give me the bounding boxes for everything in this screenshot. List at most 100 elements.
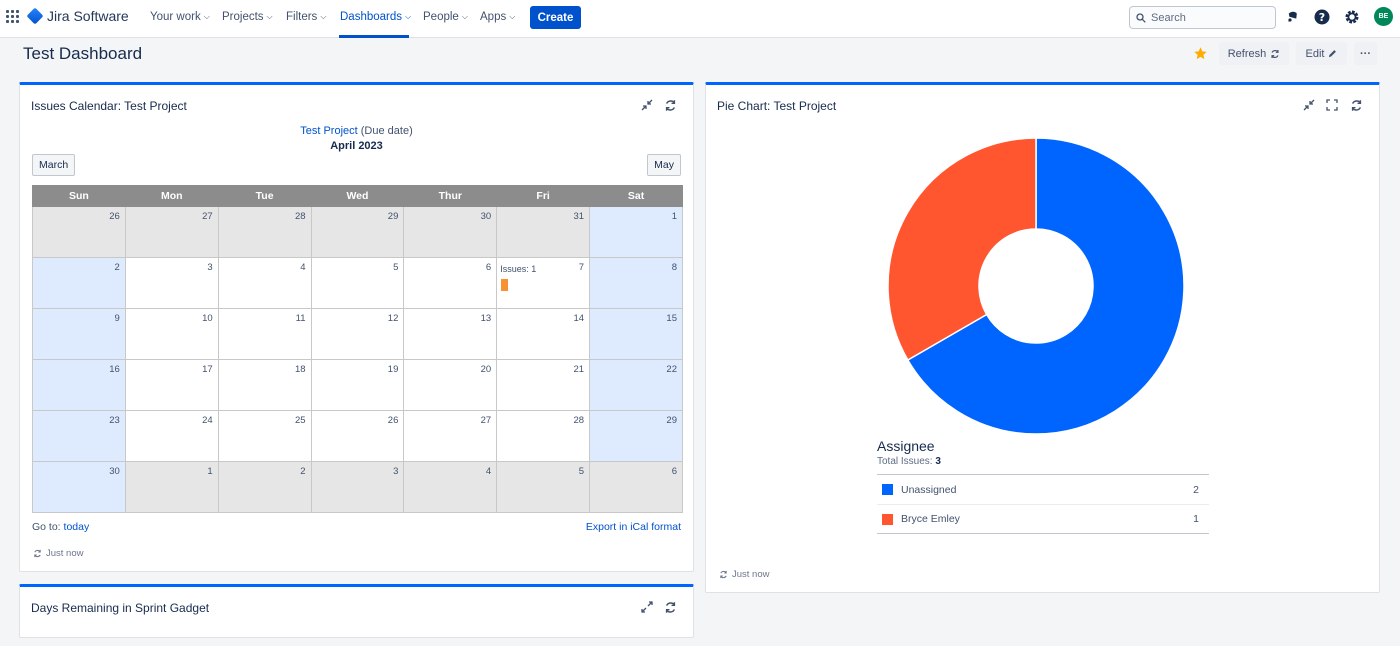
calendar-day[interactable]: 28 bbox=[217, 206, 312, 258]
calendar-day[interactable]: 16 bbox=[32, 359, 126, 411]
pie-slice-unassigned[interactable] bbox=[906, 137, 1185, 435]
refresh-icon[interactable] bbox=[1348, 97, 1364, 113]
goto-label: Go to: bbox=[32, 521, 61, 533]
edit-button[interactable]: Edit bbox=[1296, 42, 1347, 65]
avatar[interactable]: BE bbox=[1374, 7, 1393, 26]
search-input[interactable] bbox=[1151, 11, 1261, 24]
calendar-day[interactable]: 10 bbox=[124, 308, 219, 360]
calendar-day[interactable]: 18 bbox=[217, 359, 312, 411]
calendar-week: 26 27 28 29 30 31 1 bbox=[32, 206, 683, 258]
issue-marker[interactable] bbox=[501, 279, 509, 291]
calendar-day[interactable]: 29 bbox=[310, 206, 405, 258]
nav-your-work[interactable]: Your work ⌵ bbox=[150, 11, 210, 23]
calendar-day[interactable]: 4 bbox=[217, 257, 312, 309]
day-number: 7 bbox=[578, 262, 585, 273]
nav-filters[interactable]: Filters ⌵ bbox=[286, 11, 326, 23]
refresh-label: Refresh bbox=[1227, 47, 1267, 60]
refresh-icon[interactable] bbox=[662, 97, 678, 113]
minimize-icon[interactable] bbox=[639, 97, 655, 113]
calendar-day[interactable]: 9 bbox=[32, 308, 126, 360]
calendar-day[interactable]: 5 bbox=[496, 461, 591, 513]
weekday-header: Sun bbox=[32, 185, 126, 207]
calendar-day[interactable]: 29 bbox=[589, 410, 683, 462]
calendar-day[interactable]: 30 bbox=[32, 461, 126, 513]
calendar-day[interactable]: 26 bbox=[32, 206, 126, 258]
next-month-button[interactable]: May bbox=[647, 154, 681, 176]
calendar-day[interactable]: 20 bbox=[403, 359, 498, 411]
calendar-day[interactable]: 21 bbox=[496, 359, 591, 411]
pie-chart-gadget: Pie Chart: Test Project Assignee Total I… bbox=[705, 82, 1380, 593]
calendar-gadget-title: Issues Calendar: Test Project bbox=[31, 99, 187, 113]
star-icon[interactable] bbox=[1193, 46, 1208, 66]
bell-icon[interactable] bbox=[1284, 8, 1302, 26]
nav-people[interactable]: People ⌵ bbox=[423, 11, 468, 23]
calendar-day[interactable]: 13 bbox=[403, 308, 498, 360]
calendar-day[interactable]: 14 bbox=[496, 308, 591, 360]
calendar-day[interactable]: 24 bbox=[124, 410, 219, 462]
calendar-day[interactable]: 6 bbox=[403, 257, 498, 309]
calendar-day[interactable]: 7 Issues: 1 bbox=[496, 257, 591, 309]
calendar-day[interactable]: 1 bbox=[589, 206, 683, 258]
calendar-day[interactable]: 17 bbox=[124, 359, 219, 411]
create-button[interactable]: Create bbox=[530, 6, 581, 29]
calendar-day[interactable]: 2 bbox=[32, 257, 126, 309]
calendar-week: 2 3 4 5 6 7 Issues: 1 8 bbox=[32, 257, 683, 309]
calendar-day[interactable]: 27 bbox=[124, 206, 219, 258]
last-updated-text: Just now bbox=[732, 569, 770, 580]
calendar-day[interactable]: 31 bbox=[496, 206, 591, 258]
calendar-day[interactable]: 6 bbox=[589, 461, 683, 513]
nav-projects[interactable]: Projects ⌵ bbox=[222, 11, 273, 23]
calendar-day[interactable]: 22 bbox=[589, 359, 683, 411]
day-number: 27 bbox=[202, 211, 213, 222]
calendar-day[interactable]: 4 bbox=[403, 461, 498, 513]
calendar-day[interactable]: 3 bbox=[310, 461, 405, 513]
chevron-down-icon: ⌵ bbox=[203, 12, 210, 21]
help-icon[interactable]: ? bbox=[1313, 8, 1331, 26]
calendar-day[interactable]: 25 bbox=[217, 410, 312, 462]
day-number: 16 bbox=[109, 364, 120, 375]
nav-apps[interactable]: Apps ⌵ bbox=[480, 11, 515, 23]
app-switcher-icon[interactable] bbox=[6, 10, 19, 23]
legend-row[interactable]: Unassigned 2 bbox=[877, 475, 1209, 504]
expand-icon[interactable] bbox=[639, 599, 655, 615]
project-link[interactable]: Test Project bbox=[300, 125, 358, 137]
calendar-week: 23 24 25 26 27 28 29 bbox=[32, 410, 683, 462]
calendar-day[interactable]: 12 bbox=[310, 308, 405, 360]
calendar-day[interactable]: 30 bbox=[403, 206, 498, 258]
calendar-day[interactable]: 23 bbox=[32, 410, 126, 462]
calendar-day[interactable]: 27 bbox=[403, 410, 498, 462]
today-link[interactable]: today bbox=[63, 521, 90, 533]
calendar-day[interactable]: 2 bbox=[217, 461, 312, 513]
gear-icon[interactable] bbox=[1343, 8, 1361, 26]
calendar-day[interactable]: 11 bbox=[217, 308, 312, 360]
export-ical-link[interactable]: Export in iCal format bbox=[585, 521, 681, 533]
refresh-icon[interactable] bbox=[662, 599, 678, 615]
refresh-button[interactable]: Refresh bbox=[1219, 42, 1289, 65]
last-updated: Just now bbox=[33, 548, 84, 559]
minimize-icon[interactable] bbox=[1301, 97, 1317, 113]
calendar-day[interactable]: 3 bbox=[124, 257, 219, 309]
prev-month-button[interactable]: March bbox=[32, 154, 76, 176]
calendar-day[interactable]: 15 bbox=[589, 308, 683, 360]
fullscreen-icon[interactable] bbox=[1324, 97, 1340, 113]
day-number: 10 bbox=[202, 313, 213, 324]
legend-value: 1 bbox=[1193, 513, 1199, 525]
calendar-day[interactable]: 19 bbox=[310, 359, 405, 411]
day-number: 20 bbox=[480, 364, 492, 375]
pie-slice-bryce-emley[interactable] bbox=[887, 137, 1037, 362]
nav-dashboards[interactable]: Dashboards ⌵ bbox=[340, 11, 411, 23]
legend-row[interactable]: Bryce Emley 1 bbox=[877, 504, 1209, 533]
calendar-day[interactable]: 5 bbox=[310, 257, 405, 309]
jira-logo[interactable]: Jira Software bbox=[26, 7, 129, 25]
day-number: 2 bbox=[300, 466, 306, 477]
calendar-day[interactable]: 26 bbox=[310, 410, 405, 462]
day-number: 21 bbox=[573, 364, 585, 375]
calendar-day[interactable]: 1 bbox=[124, 461, 219, 513]
day-number: 29 bbox=[666, 415, 677, 426]
calendar-day[interactable]: 28 bbox=[496, 410, 591, 462]
calendar-day[interactable]: 8 bbox=[589, 257, 683, 309]
day-number: 19 bbox=[387, 364, 399, 375]
search-box[interactable] bbox=[1129, 6, 1276, 29]
more-button[interactable]: ··· bbox=[1354, 42, 1377, 65]
refresh-icon bbox=[34, 549, 41, 558]
